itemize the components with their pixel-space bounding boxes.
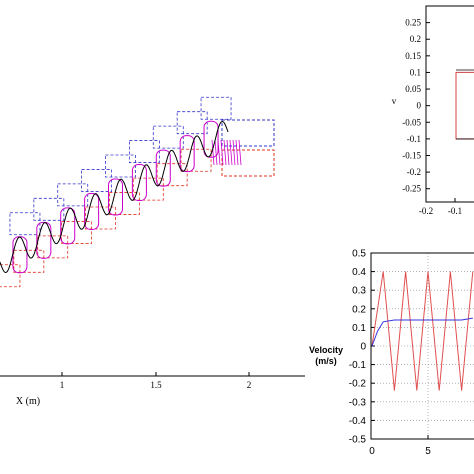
trajectory-magenta-dense-7: [232, 139, 236, 166]
phase-y-tick-label-9: -0.2: [407, 167, 421, 177]
trajectory-red-box-5: [108, 192, 140, 215]
trajectory-blue-box-5: [128, 140, 160, 163]
phase-curve: [455, 71, 474, 140]
velocity-y-tick-label-3: 0.2: [352, 304, 366, 315]
trajectory-blue-box-3: [81, 169, 113, 192]
trajectory-blue-footprints: [9, 96, 275, 236]
trajectory-blue-box-8: [200, 96, 232, 120]
velocity-y-axis-label-line1: Velocity: [309, 345, 343, 355]
velocity-blue-series: [371, 317, 473, 347]
trajectory-magenta-loop-8: [203, 120, 219, 158]
trajectory-x-axis-label: X (m): [16, 396, 40, 407]
trajectory-blue-box-4: [105, 154, 136, 178]
trajectory-magenta-dense-6: [229, 139, 233, 166]
trajectory-red-box-7: [156, 163, 188, 187]
velocity-x-tick-label-0: 0: [369, 446, 375, 457]
trajectory-blue-box-0: [9, 212, 41, 236]
velocity-y-tick-label-7: -0.2: [349, 379, 367, 390]
trajectory-magenta-loop-6: [155, 149, 171, 187]
trajectory-red-box-4: [85, 206, 116, 230]
trajectory-red-box-0: [0, 264, 21, 288]
trajectory-magenta-dense-5: [226, 139, 230, 166]
trajectory-magenta-dense-8: [235, 139, 239, 166]
phase-y-tick-label-0: 0.25: [405, 18, 421, 28]
trajectory-magenta-dense-4: [223, 139, 227, 166]
velocity-y-tick-label-1: 0.4: [352, 267, 366, 278]
trajectory-x-tick-label-1.5: 1.5: [150, 380, 162, 390]
phase-y-tick-label-7: -0.1: [407, 134, 421, 144]
velocity-y-tick-label-0: 0.5: [352, 249, 366, 260]
trajectory-magenta-loop-1: [36, 221, 52, 259]
trajectory-magenta-dense-1: [214, 139, 218, 166]
trajectory-magenta-dense-2: [217, 139, 221, 166]
trajectory-blue-end-box: [221, 119, 275, 147]
trajectory-magenta-loop-3: [84, 192, 100, 230]
trajectory-blue-box-2: [57, 183, 89, 207]
phase-y-tick-label-1: 0.2: [410, 34, 421, 44]
velocity-y-tick-label-6: -0.1: [349, 360, 367, 371]
trajectory-magenta-dense-0: [211, 139, 215, 166]
phase-y-tick-label-4: 0.05: [405, 84, 421, 94]
phase-plot-frame: [425, 5, 474, 203]
velocity-panel: 0.5 0.4 0.3 0.2 0.1 0 -0.1 -0.2 -0.3 -0.4 -0.5 0 5…: [309, 249, 474, 457]
trajectory-magenta-dense-3: [220, 139, 224, 166]
trajectory-black-series: [0, 120, 229, 274]
phase-y-tick-label-3: 0.1: [410, 67, 421, 77]
trajectory-red-box-2: [37, 235, 69, 259]
velocity-y-tick-label-9: -0.4: [349, 416, 367, 427]
trajectory-red-box-8: [180, 148, 212, 172]
trajectory-magenta-series: [12, 120, 242, 274]
phase-x-tick-label-neg0.1: -0.1: [448, 206, 462, 216]
velocity-y-tick-label-5: 0: [360, 342, 366, 353]
phase-y-tick-label-5: 0: [417, 101, 422, 111]
velocity-y-tick-label-4: 0.1: [352, 323, 366, 334]
phase-y-ticks: 0.25 0.2 0.15 0.1 0.05 0 -0.05 -0.1 -0.15 -0.2 -0.…: [402, 18, 430, 194]
velocity-y-axis-label-line2: (m/s): [315, 356, 337, 366]
trajectory-x-tick-label-1: 1: [60, 380, 65, 390]
trajectory-red-end-box: [221, 149, 275, 177]
velocity-grid: [371, 252, 474, 440]
trajectory-magenta-loop-5: [131, 164, 147, 202]
phase-y-tick-label-2: 0.15: [405, 51, 421, 61]
velocity-y-tick-label-8: -0.3: [349, 397, 367, 408]
trajectory-magenta-loop-7: [179, 135, 195, 173]
trajectory-blue-box-1: [33, 197, 65, 221]
trajectory-magenta-loop-2: [60, 207, 76, 245]
trajectory-red-box-3: [61, 221, 93, 244]
trajectory-red-box-6: [132, 177, 164, 201]
trajectory-red-footprints: [0, 148, 275, 288]
phase-panel: 0.25 0.2 0.15 0.1 0.05 0 -0.05 -0.1 -0.15 -0.2 -0.…: [392, 5, 474, 216]
velocity-y-tick-label-2: 0.3: [352, 286, 366, 297]
trajectory-blue-box-6: [152, 125, 184, 149]
phase-y-tick-label-10: -0.25: [402, 184, 421, 194]
trajectory-red-box-1: [13, 249, 45, 273]
velocity-y-ticks: 0.5 0.4 0.3 0.2 0.1 0 -0.1 -0.2 -0.3 -0.4 -0.5: [349, 249, 375, 446]
phase-x-tick-label-neg0.2: -0.2: [419, 206, 433, 216]
trajectory-blue-box-7: [176, 111, 208, 135]
trajectory-panel: 1 1.5 2 X (m): [0, 96, 305, 407]
phase-y-tick-label-8: -0.15: [402, 150, 421, 160]
velocity-red-series: [371, 271, 474, 391]
phase-y-tick-label-6: -0.05: [402, 117, 421, 127]
velocity-x-tick-label-5: 5: [425, 446, 431, 457]
phase-y-axis-label: v: [392, 96, 397, 106]
trajectory-magenta-dense-9: [238, 139, 242, 166]
trajectory-x-tick-label-2: 2: [247, 380, 252, 390]
velocity-y-tick-label-10: -0.5: [349, 435, 367, 446]
trajectory-magenta-loop-4: [108, 178, 123, 216]
